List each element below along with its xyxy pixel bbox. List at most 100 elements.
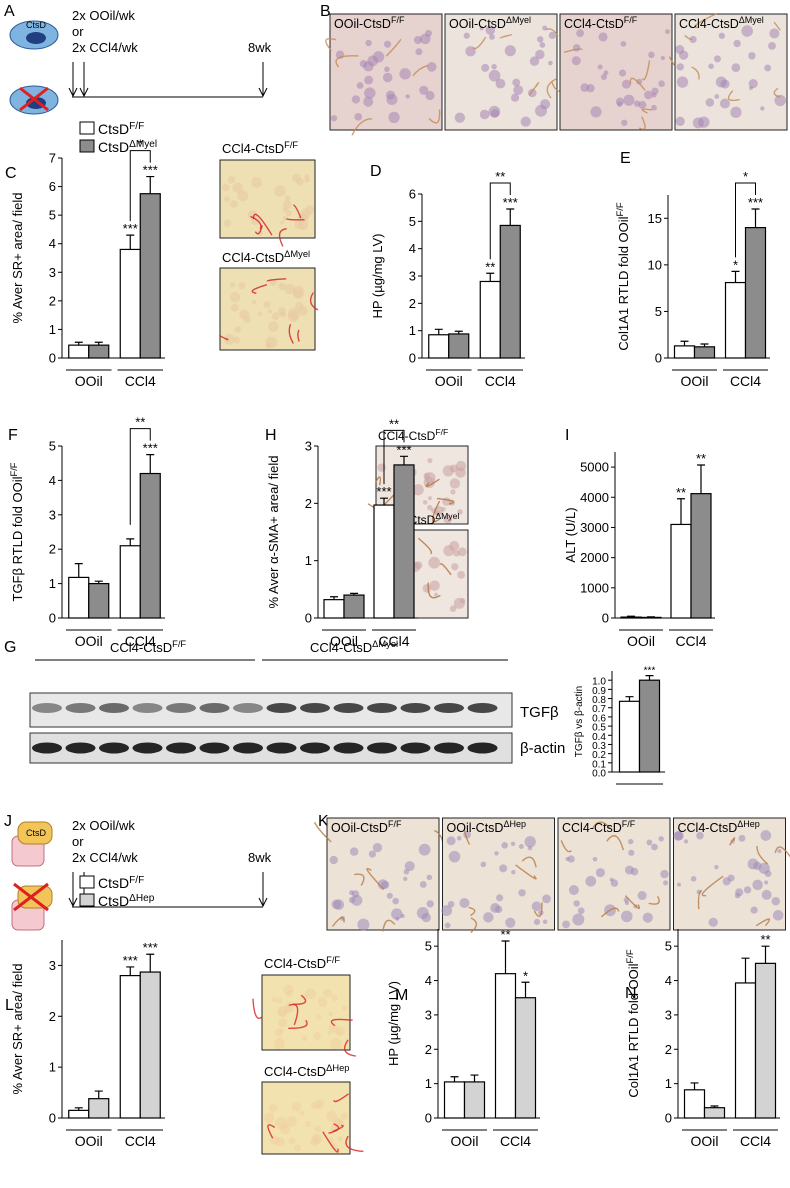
texture [772, 910, 784, 921]
y-tick-label: 1.0 [592, 677, 606, 688]
bracket [383, 429, 405, 485]
band [32, 742, 62, 754]
texture [572, 44, 581, 52]
texture [449, 478, 461, 489]
texture [230, 303, 239, 312]
y-tick-label: 0 [49, 611, 56, 626]
texture [298, 306, 309, 316]
texture [444, 922, 451, 929]
bracket [489, 182, 511, 260]
panel-letter: G [4, 639, 16, 656]
bar [724, 281, 747, 359]
blot-group-label-base: CCl4-CtsD [310, 640, 372, 655]
y-tick-label: 0.3 [592, 741, 606, 752]
texture [665, 29, 670, 35]
texture [230, 200, 238, 208]
significance: *** [503, 195, 518, 210]
bar [88, 582, 110, 619]
texture [297, 329, 300, 342]
band [199, 742, 230, 754]
texture [314, 1099, 325, 1110]
image-label: OOil-CtsDF/F [331, 819, 402, 835]
texture [232, 182, 244, 194]
texture [426, 504, 433, 511]
texture [391, 908, 403, 920]
texture [392, 897, 399, 905]
image-label-sup: ΔHep [503, 819, 526, 829]
error-bar [761, 945, 770, 964]
texture [748, 79, 758, 89]
band [233, 703, 263, 713]
image-label: CCl4-CtsDF/F [264, 955, 340, 971]
texture [533, 902, 543, 918]
blot-group-label: CCl4-CtsDΔMyel [310, 639, 398, 655]
texture [722, 877, 731, 886]
texture [638, 116, 646, 130]
texture [374, 476, 382, 486]
texture [470, 917, 478, 934]
legend-label-base: CtsD [98, 139, 129, 155]
blot-group-label-sup: ΔMyel [372, 639, 398, 649]
texture [485, 25, 496, 35]
texture [431, 500, 441, 523]
texture [330, 115, 338, 122]
image-label-sup: ΔMyel [284, 249, 310, 259]
texture [365, 39, 372, 47]
bracket [735, 182, 756, 258]
texture [527, 845, 533, 851]
band [99, 742, 129, 754]
image-label: CCl4-CtsDΔHep [264, 1063, 350, 1079]
y-tick-label: 0 [409, 351, 416, 366]
y-tick-label: 2 [49, 542, 56, 557]
texture [263, 1112, 275, 1124]
legend-swatch [79, 875, 95, 889]
bar [620, 616, 642, 619]
bar [754, 962, 777, 1119]
texture [419, 881, 427, 888]
error-bar [486, 272, 495, 282]
y-tick-label: 3 [409, 269, 416, 284]
texture [638, 100, 647, 109]
texture [288, 1003, 299, 1026]
x-tick-label: OOil [691, 1133, 719, 1149]
bar [448, 333, 470, 359]
texture [238, 281, 246, 290]
texture [298, 220, 309, 231]
texture [675, 116, 685, 127]
texture [368, 850, 377, 858]
texture [648, 51, 655, 59]
y-tick-label: 0 [665, 1111, 672, 1126]
texture [515, 864, 537, 880]
band [233, 742, 263, 754]
texture [697, 889, 703, 910]
band [434, 703, 464, 713]
y-tick-label: 2 [409, 296, 416, 311]
texture [332, 1124, 344, 1133]
texture [560, 840, 572, 853]
x-tick-label: CCl4 [740, 1133, 771, 1149]
legend-label: CtsDF/F [98, 875, 144, 891]
texture [263, 301, 271, 309]
image-label-base: CCl4-CtsD [222, 141, 284, 156]
schematic [9, 20, 268, 115]
texture [254, 225, 263, 235]
texture [426, 874, 433, 881]
significance: *** [123, 953, 138, 968]
bar [68, 344, 90, 359]
texture [366, 867, 385, 890]
texture [683, 839, 689, 844]
legend-label-sup: ΔHep [129, 893, 155, 904]
texture [542, 919, 548, 924]
texture [381, 880, 390, 889]
y-axis-label: HP (µg/mg LV) [370, 233, 385, 318]
texture [364, 75, 374, 85]
image-label: CCl4-CtsDΔMyel [679, 15, 764, 31]
y-tick-label: 2 [425, 1042, 432, 1057]
texture [364, 87, 376, 99]
texture [451, 563, 459, 571]
error-bar [627, 615, 635, 618]
texture [459, 598, 466, 604]
texture [436, 497, 455, 505]
bar [499, 224, 521, 359]
texture [628, 849, 635, 856]
